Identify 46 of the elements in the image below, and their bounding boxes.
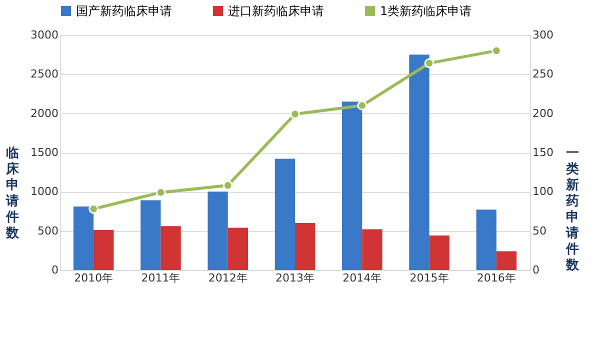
y2-tick-label: 250 <box>532 68 554 81</box>
y-tick-label: 2000 <box>30 106 58 120</box>
y2-tick-label: 150 <box>532 146 554 159</box>
bar <box>342 102 362 270</box>
bar <box>208 192 228 270</box>
y2-tick-label: 100 <box>532 185 554 198</box>
legend-label: 1类新药临床申请 <box>380 4 472 18</box>
y2-tick-label: 50 <box>532 224 546 238</box>
point <box>290 109 300 120</box>
x-tick-label: 2010年 <box>74 272 114 284</box>
bar <box>94 230 114 270</box>
bar <box>429 236 450 270</box>
bar <box>362 229 382 270</box>
bar <box>476 210 496 270</box>
y2-tick-label: 200 <box>532 106 554 120</box>
bar <box>496 251 517 270</box>
bar <box>73 206 94 270</box>
x-tick-label: 2012年 <box>208 272 248 284</box>
y-tick-label: 1000 <box>30 185 58 198</box>
point <box>357 100 368 110</box>
legend-label: 进口新药临床申请 <box>228 4 324 18</box>
bar <box>160 226 181 270</box>
bar <box>228 228 248 270</box>
point <box>156 188 166 198</box>
y-axis-title: 临床申请件数 <box>5 146 20 241</box>
x-tick-label: 2014年 <box>342 272 382 284</box>
y2-axis-title: 一类新药申请件数 <box>565 146 580 273</box>
y-tick-label: 2500 <box>30 68 58 81</box>
x-tick-label: 2015年 <box>410 272 449 284</box>
y-tick-label: 3000 <box>30 28 58 42</box>
legend-label: 国产新药临床申请 <box>76 4 172 18</box>
y2-tick-label: 0 <box>532 264 540 276</box>
point <box>424 58 434 68</box>
bar <box>409 54 430 270</box>
bar <box>140 200 161 270</box>
point <box>222 180 233 190</box>
y2-tick-label: 300 <box>532 28 554 42</box>
x-tick-label: 2013年 <box>276 272 314 284</box>
y-tick-label: 0 <box>52 264 58 276</box>
x-tick-label: 2016年 <box>476 272 516 284</box>
point <box>491 46 502 56</box>
y-tick-label: 500 <box>38 224 58 238</box>
bar <box>295 223 316 270</box>
x-tick-label: 2011年 <box>141 272 180 284</box>
y-tick-label: 1500 <box>30 146 58 159</box>
bar <box>274 158 295 270</box>
